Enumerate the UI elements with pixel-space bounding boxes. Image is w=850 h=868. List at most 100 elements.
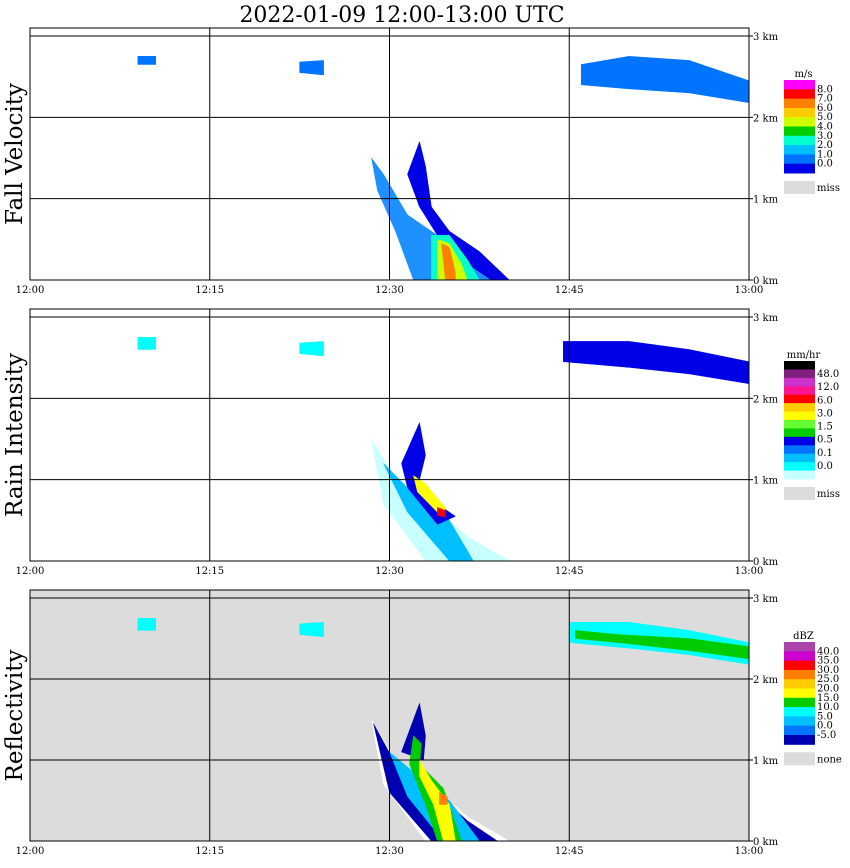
colorbar-label: 0.0 [817,159,833,170]
colorbar-unit: dBZ [793,631,814,642]
colorbar-swatch [784,445,815,455]
colorbar-swatch [784,98,815,109]
x-tick-label: 12:45 [555,566,584,577]
colorbar-swatch [784,80,815,90]
y-tick-label: 0 km [753,557,779,568]
echo-region [439,791,448,805]
echo-region [441,242,456,281]
colorbar-label: 35.0 [817,656,839,667]
y-tick-label: 1 km [753,476,779,487]
colorbar-swatch [784,107,815,118]
panel-title: Reflectivity [2,650,28,782]
y-tick-label: 0 km [753,837,779,848]
x-tick-label: 13:00 [735,846,764,857]
colorbar-label: 12.0 [817,382,839,393]
colorbar-swatch [784,361,815,370]
colorbar-swatch [784,660,815,671]
colorbar-swatch [784,126,815,137]
colorbar-label: 10.0 [817,702,839,713]
y-tick-label: 3 km [753,594,779,605]
echo-region [299,341,324,357]
echo-region [137,337,157,350]
y-tick-label: 0 km [753,276,779,287]
x-tick-label: 12:30 [375,566,404,577]
x-tick-label: 12:30 [375,285,404,296]
colorbar-label: 30.0 [817,665,839,676]
y-tick-label: 2 km [753,113,779,124]
colorbar-swatch [784,135,815,146]
missing-swatch [784,752,815,766]
colorbar-swatch [784,428,815,438]
colorbar-label: -5.0 [817,730,836,741]
colorbar-swatch [784,697,815,708]
echo-region [437,506,446,518]
colorbar-unit: mm/hr [787,350,821,361]
colorbar-label: 0.0 [817,721,833,732]
missing-label: miss [817,489,840,500]
colorbar-label: 8.0 [817,84,833,95]
colorbar-swatch [784,735,815,745]
colorbar-label: 5.0 [817,711,833,722]
colorbar-label: 3.0 [817,408,833,419]
missing-label: none [817,754,842,765]
x-tick-label: 13:00 [735,285,764,296]
panel-0: 12:00 12:15 12:30 12:45 13:000 km 1 km 2 km 3 k… [2,27,840,296]
colorbar-swatch [784,89,815,100]
colorbar-label: 5.0 [817,112,833,123]
echo-region [401,421,456,525]
colorbar-swatch [784,436,815,446]
plot-frame [29,308,750,562]
colorbar-swatch [784,145,815,155]
y-tick-label: 3 km [753,32,779,43]
colorbar-swatch [784,420,815,429]
colorbar-legend: dBZ40.035.030.025.020.015.010.05.00.0-5.… [784,631,842,766]
colorbar-label: 1.0 [817,149,833,160]
colorbar-swatch [784,163,815,174]
x-tick-label: 13:00 [735,566,764,577]
colorbar-label: 3.0 [817,131,833,142]
colorbar-label: 20.0 [817,684,839,695]
colorbar-swatch [784,369,815,379]
colorbar-label: 15.0 [817,693,839,704]
colorbar-label: 0.1 [817,448,833,459]
colorbar-swatch [784,651,815,662]
colorbar-swatch [784,403,815,413]
colorbar-legend: mm/hr 48.0 12.0 6.0 3.0 1.5 0.5 0.1 0.0 miss [784,350,840,500]
x-tick-label: 12:15 [195,285,224,296]
y-tick-label: 2 km [753,675,779,686]
colorbar-label: 7.0 [817,94,833,105]
plot-frame [29,27,750,281]
colorbar-swatch [784,642,815,652]
colorbar-swatch [784,725,815,736]
colorbar-label: 6.0 [817,395,833,406]
colorbar-label: 0.5 [817,435,833,446]
y-tick-label: 1 km [753,756,779,767]
colorbar-swatch [784,470,815,480]
panel-title: Rain Intensity [2,353,28,517]
colorbar-swatch [784,394,815,404]
missing-swatch [784,181,815,194]
echo-region [299,60,324,76]
colorbar-label: 1.5 [817,422,833,433]
colorbar-swatch [784,462,815,472]
colorbar-swatch [784,377,815,387]
x-tick-label: 12:15 [195,846,224,857]
figure-title: 2022-01-09 12:00-13:00 UTC [239,3,564,28]
panels: 12:00 12:15 12:30 12:45 13:000 km1 km2 km3 k… [2,27,842,857]
colorbar-swatch [784,117,815,127]
colorbar-legend: m/s 8.07.06.05.04.03.02.01.00.0 miss [784,69,840,194]
colorbar-swatch [784,688,815,699]
x-tick-label: 12:00 [16,566,45,577]
missing-label: miss [817,183,840,194]
colorbar-swatch [784,411,815,421]
colorbar-swatch [784,679,815,689]
x-tick-label: 12:30 [375,846,404,857]
colorbar-label: 25.0 [817,674,839,685]
colorbar-swatch [784,386,815,396]
colorbar-swatch [784,453,815,463]
panel-2: 12:00 12:15 12:30 12:45 13:000 km 1 km 2 km 3 k… [2,589,842,857]
colorbar-unit: m/s [795,69,813,80]
colorbar-label: 48.0 [817,369,839,380]
panel-1: 12:00 12:15 12:30 12:45 13:000 km 1 km 2 km 3 k… [2,308,840,577]
